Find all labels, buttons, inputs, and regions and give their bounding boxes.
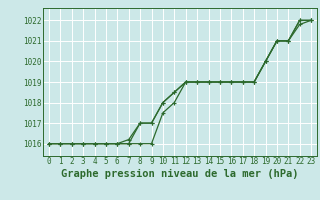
X-axis label: Graphe pression niveau de la mer (hPa): Graphe pression niveau de la mer (hPa) <box>61 169 299 179</box>
